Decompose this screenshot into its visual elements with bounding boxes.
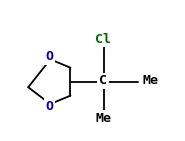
Text: O: O	[46, 100, 54, 113]
Text: Me: Me	[95, 112, 111, 125]
Text: Cl: Cl	[95, 33, 111, 46]
Text: C: C	[99, 74, 107, 87]
Text: Me: Me	[143, 74, 159, 87]
Text: O: O	[46, 50, 54, 63]
